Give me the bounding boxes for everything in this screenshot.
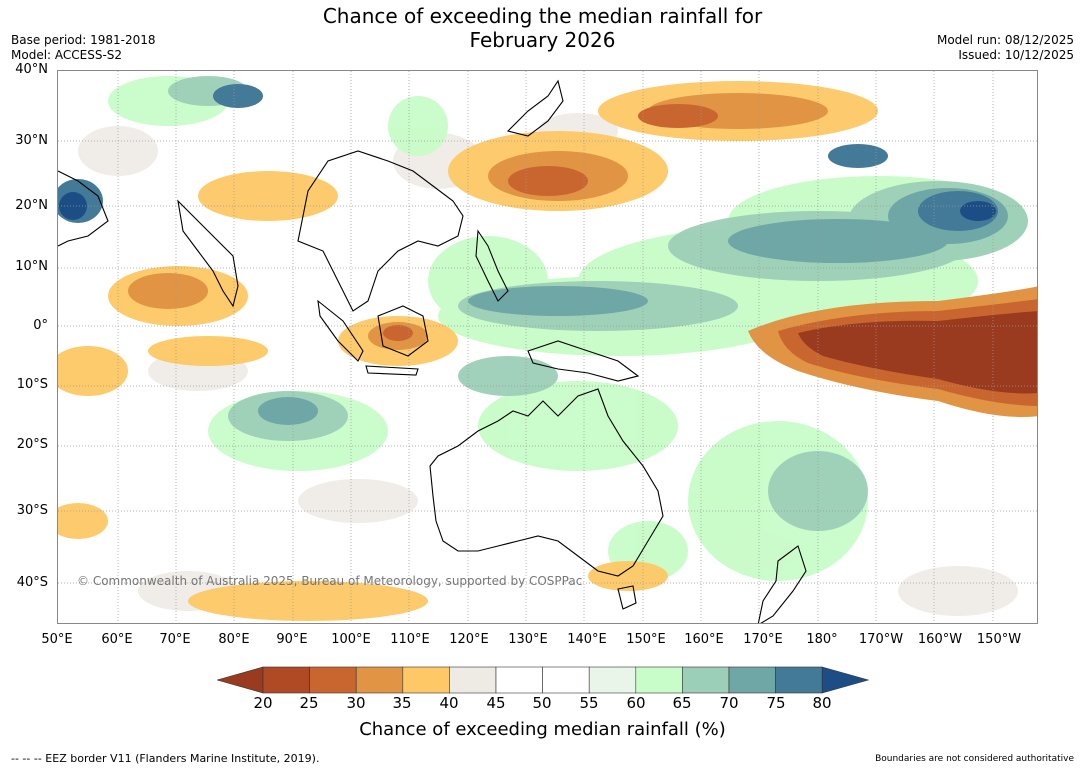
colorbar-tick: 45 xyxy=(486,694,506,712)
colorbar-swatch xyxy=(775,666,823,694)
lon-label-90e: 90°E xyxy=(276,632,308,647)
model-run: Model run: 08/12/2025 xyxy=(936,33,1074,47)
colorbar-title: Chance of exceeding median rainfall (%) xyxy=(359,719,726,740)
colorbar-swatch xyxy=(542,666,590,694)
issued-date: Issued: 10/12/2025 xyxy=(958,48,1074,62)
lon-label-170e: 170°E xyxy=(743,632,783,647)
lon-label-170w: 170°W xyxy=(858,632,904,647)
map-title: Chance of exceeding the median rainfall … xyxy=(0,4,1085,52)
lat-label-30s: 30°S xyxy=(16,503,48,518)
lon-label-110e: 110°E xyxy=(390,632,430,647)
lon-label-50e: 50°E xyxy=(41,632,73,647)
copyright-notice: © Commonwealth of Australia 2025, Bureau… xyxy=(77,574,583,588)
colorbar-swatch xyxy=(495,666,543,694)
meta-left: Base period: 1981-2018 Model: ACCESS-S2 xyxy=(11,33,156,63)
colorbar-tick: 70 xyxy=(719,694,739,712)
colorbar-swatch xyxy=(682,666,730,694)
lat-label-0: 0° xyxy=(33,318,48,333)
colorbar-tick: 20 xyxy=(253,694,273,712)
lon-label-150e: 150°E xyxy=(626,632,666,647)
colorbar-swatch xyxy=(449,666,497,694)
eez-legend: -- -- -- EEZ border V11 (Flanders Marine… xyxy=(11,752,320,765)
colorbar-tick: 65 xyxy=(672,694,692,712)
colorbar-tick: 75 xyxy=(766,694,786,712)
title-line-2: February 2026 xyxy=(469,28,616,52)
colorbar-swatch xyxy=(217,666,264,694)
base-period: Base period: 1981-2018 xyxy=(11,33,156,47)
colorbar-tick: 35 xyxy=(392,694,412,712)
lon-label-100e: 100°E xyxy=(331,632,371,647)
colorbar-tick: 50 xyxy=(532,694,552,712)
lat-label-10s: 10°S xyxy=(16,377,48,392)
boundary-disclaimer: Boundaries are not considered authoritat… xyxy=(875,754,1074,764)
lon-label-130e: 130°E xyxy=(508,632,548,647)
lat-label-40s: 40°S xyxy=(16,575,48,590)
colorbar-swatch xyxy=(402,666,450,694)
lon-label-160e: 160°E xyxy=(684,632,724,647)
lat-label-20n: 20°N xyxy=(15,198,48,213)
lon-label-80e: 80°E xyxy=(218,632,250,647)
colorbar-tick: 60 xyxy=(626,694,646,712)
lon-label-120e: 120°E xyxy=(449,632,489,647)
lat-label-10n: 10°N xyxy=(15,259,48,274)
colorbar-swatch xyxy=(262,666,310,694)
map-graphic xyxy=(58,71,1037,623)
lon-label-140e: 140°E xyxy=(567,632,607,647)
colorbar-swatch xyxy=(728,666,776,694)
colorbar-tick: 40 xyxy=(439,694,459,712)
lat-label-30n: 30°N xyxy=(15,133,48,148)
colorbar-tick: 55 xyxy=(579,694,599,712)
lon-label-60e: 60°E xyxy=(101,632,133,647)
lon-label-160w: 160°W xyxy=(917,632,963,647)
colorbar-swatch xyxy=(821,666,869,694)
colorbar-swatch xyxy=(635,666,683,694)
lat-label-20s: 20°S xyxy=(16,437,48,452)
colorbar-tick: 30 xyxy=(346,694,366,712)
lon-label-180: 180° xyxy=(806,632,838,647)
model-name: Model: ACCESS-S2 xyxy=(11,48,123,62)
rainfall-map xyxy=(57,70,1038,624)
colorbar-swatch xyxy=(355,666,404,694)
colorbar-tick: 80 xyxy=(812,694,832,712)
title-line-1: Chance of exceeding the median rainfall … xyxy=(322,4,763,28)
lon-label-150w: 150°W xyxy=(976,632,1022,647)
colorbar-tick: 25 xyxy=(299,694,319,712)
lon-label-70e: 70°E xyxy=(159,632,191,647)
meta-right: Model run: 08/12/2025 Issued: 10/12/2025 xyxy=(937,33,1074,63)
lat-label-40n: 40°N xyxy=(15,62,48,77)
colorbar-swatch xyxy=(588,666,637,694)
colorbar xyxy=(217,666,869,694)
colorbar-swatch xyxy=(309,666,357,694)
